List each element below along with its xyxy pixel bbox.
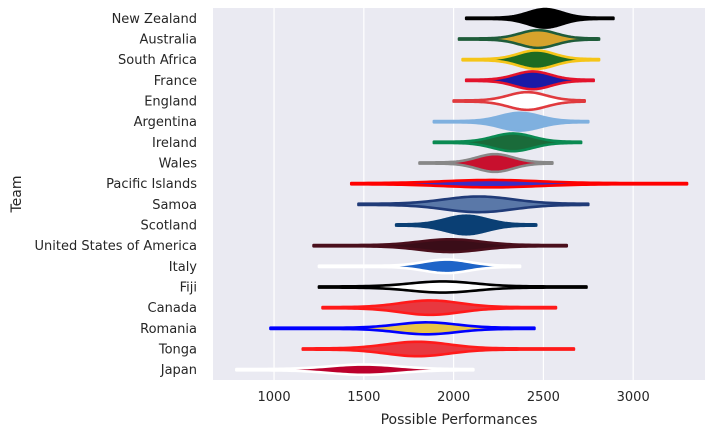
- violin-romania: [269, 321, 536, 336]
- violin-canada: [321, 299, 558, 317]
- x-tick-labels: 1000 1500 2000 2500 3000: [258, 390, 650, 405]
- violin-italy: [317, 258, 522, 275]
- violin-japan: [235, 363, 475, 377]
- y-tick-labels: New Zealand Australia South Africa France En…: [35, 12, 198, 378]
- violin-south-africa: [461, 49, 601, 71]
- violin-scotland: [394, 214, 538, 236]
- y-tick-label: Canada: [148, 301, 197, 316]
- y-tick-label: South Africa: [118, 53, 197, 68]
- violin-argentina: [432, 111, 590, 132]
- violin-samoa: [357, 195, 590, 214]
- x-tick-label: 1000: [258, 390, 291, 405]
- y-tick-label: Ireland: [152, 136, 197, 151]
- violin-france: [464, 70, 595, 91]
- violin-new-zealand: [464, 7, 615, 29]
- violin-united-states-of-america: [312, 237, 569, 254]
- x-tick-label: 2500: [527, 390, 560, 405]
- violin-ireland: [432, 132, 583, 153]
- violin-australia: [457, 28, 601, 50]
- y-tick-label: England: [144, 95, 197, 110]
- x-tick-label: 3000: [617, 390, 650, 405]
- y-tick-label: Fiji: [180, 281, 197, 296]
- y-tick-label: Japan: [160, 363, 197, 378]
- grid-lines: [273, 8, 634, 380]
- violin-pacific-islands: [349, 178, 689, 189]
- x-tick-label: 2000: [437, 390, 470, 405]
- y-tick-label: Argentina: [134, 115, 197, 130]
- violin-tonga: [301, 340, 576, 358]
- y-tick-label: France: [154, 74, 197, 89]
- y-tick-label: Australia: [139, 33, 197, 48]
- y-tick-label: Italy: [169, 260, 198, 275]
- x-tick-label: 1500: [347, 390, 380, 405]
- y-tick-label: Samoa: [152, 198, 197, 213]
- y-tick-label: Romania: [140, 322, 197, 337]
- y-tick-label: New Zealand: [112, 12, 197, 27]
- violin-wales: [418, 152, 554, 174]
- violin-fiji: [317, 280, 588, 294]
- y-tick-label: Wales: [159, 157, 198, 172]
- plot-background: [213, 8, 705, 380]
- y-tick-label: United States of America: [35, 239, 197, 254]
- violin-england: [452, 90, 586, 112]
- y-tick-label: Tonga: [158, 343, 197, 358]
- y-tick-label: Pacific Islands: [106, 177, 197, 192]
- y-tick-label: Scotland: [140, 219, 197, 234]
- x-axis-title: Possible Performances: [381, 412, 538, 428]
- y-axis-title: Team: [9, 175, 25, 213]
- violin-group: [235, 7, 689, 377]
